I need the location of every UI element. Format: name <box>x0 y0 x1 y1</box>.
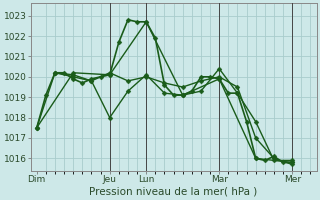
X-axis label: Pression niveau de la mer( hPa ): Pression niveau de la mer( hPa ) <box>90 187 258 197</box>
